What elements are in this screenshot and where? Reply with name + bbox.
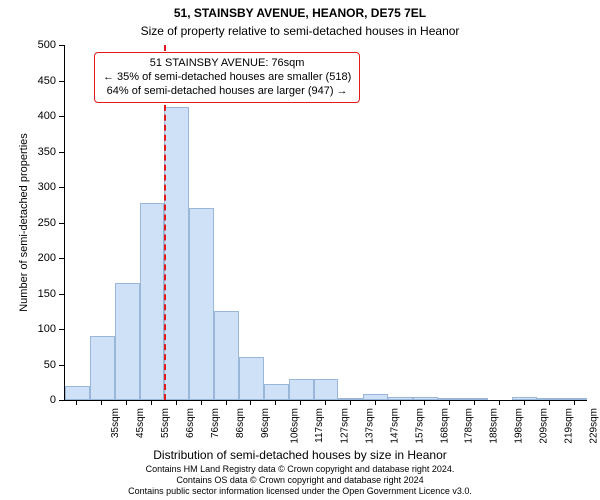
- x-tick: [524, 400, 525, 405]
- bar: [65, 386, 90, 400]
- y-tick-label: 100: [0, 323, 56, 335]
- x-tick: [424, 400, 425, 405]
- annotation-line: 64% of semi-detached houses are larger (…: [103, 85, 351, 99]
- x-tick: [76, 400, 77, 405]
- y-tick-label: 250: [0, 217, 56, 229]
- bar: [289, 379, 314, 400]
- annotation-line: 51 STAINSBY AVENUE: 76sqm: [103, 57, 351, 71]
- bar: [164, 107, 189, 400]
- x-tick-label: 55sqm: [160, 408, 171, 438]
- x-tick: [275, 400, 276, 405]
- bar: [90, 336, 115, 400]
- y-tick-label: 200: [0, 252, 56, 264]
- bar: [264, 384, 289, 400]
- y-tick: [59, 223, 64, 224]
- x-tick: [350, 400, 351, 405]
- attribution-line: Contains HM Land Registry data © Crown c…: [0, 464, 600, 474]
- y-tick: [59, 329, 64, 330]
- x-tick-label: 147sqm: [389, 408, 400, 444]
- y-tick: [59, 81, 64, 82]
- bar: [363, 394, 388, 400]
- bar: [189, 208, 214, 400]
- x-tick: [126, 400, 127, 405]
- y-tick: [59, 400, 64, 401]
- x-tick-label: 35sqm: [110, 408, 121, 438]
- x-tick-label: 96sqm: [260, 408, 271, 438]
- y-tick-label: 500: [0, 39, 56, 51]
- y-tick: [59, 45, 64, 46]
- y-tick-label: 450: [0, 75, 56, 87]
- y-tick-label: 150: [0, 288, 56, 300]
- x-tick: [300, 400, 301, 405]
- x-axis-label: Distribution of semi-detached houses by …: [0, 448, 600, 462]
- x-tick: [176, 400, 177, 405]
- x-tick-label: 188sqm: [489, 408, 500, 444]
- x-tick: [549, 400, 550, 405]
- x-tick: [201, 400, 202, 405]
- x-tick: [151, 400, 152, 405]
- x-tick: [400, 400, 401, 405]
- page-title: 51, STAINSBY AVENUE, HEANOR, DE75 7EL: [0, 6, 600, 20]
- x-tick-label: 76sqm: [210, 408, 221, 438]
- x-tick-label: 168sqm: [439, 408, 450, 444]
- y-tick: [59, 152, 64, 153]
- y-tick: [59, 187, 64, 188]
- x-tick: [474, 400, 475, 405]
- attribution-line: Contains public sector information licen…: [0, 486, 600, 496]
- x-tick-label: 106sqm: [290, 408, 301, 444]
- x-tick-label: 178sqm: [464, 408, 475, 444]
- x-tick: [574, 400, 575, 405]
- y-tick-label: 300: [0, 181, 56, 193]
- bar: [413, 397, 438, 400]
- x-tick-label: 66sqm: [185, 408, 196, 438]
- x-tick: [101, 400, 102, 405]
- x-tick: [499, 400, 500, 405]
- y-tick-label: 50: [0, 359, 56, 371]
- bar: [115, 283, 140, 400]
- x-tick-label: 219sqm: [563, 408, 574, 444]
- x-tick-label: 137sqm: [365, 408, 376, 444]
- y-tick-label: 400: [0, 110, 56, 122]
- x-tick: [325, 400, 326, 405]
- annotation-box: 51 STAINSBY AVENUE: 76sqm← 35% of semi-d…: [94, 52, 360, 103]
- x-tick-label: 45sqm: [135, 408, 146, 438]
- y-tick: [59, 294, 64, 295]
- x-tick-label: 209sqm: [539, 408, 550, 444]
- x-tick-label: 198sqm: [514, 408, 525, 444]
- x-tick: [375, 400, 376, 405]
- x-tick-label: 229sqm: [588, 408, 599, 444]
- y-tick-label: 350: [0, 146, 56, 158]
- y-tick: [59, 365, 64, 366]
- bar: [512, 397, 537, 400]
- page-subtitle: Size of property relative to semi-detach…: [0, 24, 600, 38]
- x-tick-label: 127sqm: [340, 408, 351, 444]
- y-tick: [59, 116, 64, 117]
- bar: [239, 357, 264, 400]
- x-tick-label: 157sqm: [414, 408, 425, 444]
- bar: [338, 398, 363, 400]
- annotation-line: ← 35% of semi-detached houses are smalle…: [103, 71, 351, 85]
- bar: [562, 398, 587, 400]
- x-tick-label: 117sqm: [314, 408, 325, 443]
- y-tick: [59, 258, 64, 259]
- bar: [214, 311, 239, 400]
- x-tick: [226, 400, 227, 405]
- x-tick-label: 86sqm: [235, 408, 246, 438]
- y-tick-label: 0: [0, 394, 56, 406]
- bar: [314, 379, 339, 400]
- bar: [388, 397, 413, 400]
- x-tick: [250, 400, 251, 405]
- x-tick: [449, 400, 450, 405]
- attribution-line: Contains OS data © Crown copyright and d…: [0, 475, 600, 485]
- bar: [537, 398, 562, 400]
- bar: [140, 203, 165, 400]
